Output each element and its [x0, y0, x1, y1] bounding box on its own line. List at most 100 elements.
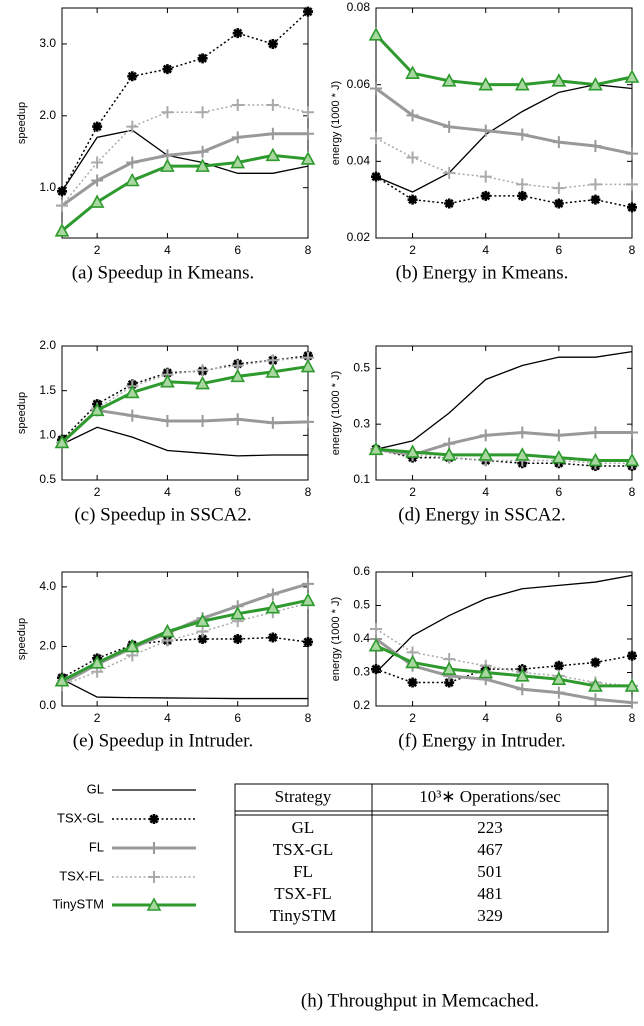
series-line — [375, 637, 633, 705]
marker — [231, 413, 244, 426]
y-axis-label: speedup — [16, 618, 28, 660]
x-tick-label: 2 — [409, 711, 416, 725]
series-line — [61, 132, 308, 207]
table-caption: (h) Throughput in Memcached. — [301, 990, 539, 1011]
marker — [624, 678, 640, 692]
marker — [195, 158, 210, 172]
marker — [589, 426, 602, 439]
marker — [265, 147, 281, 162]
marker — [160, 623, 175, 638]
marker — [514, 668, 530, 682]
marker — [91, 156, 104, 169]
y-axis-label: energy (1000 * J) — [330, 597, 342, 681]
series-line — [61, 11, 309, 192]
marker — [589, 140, 602, 152]
marker — [405, 444, 420, 458]
y-tick-label: 0.04 — [347, 154, 371, 168]
marker — [514, 76, 530, 91]
series-line — [375, 84, 633, 193]
y-tick-label: 3.0 — [39, 36, 56, 50]
marker — [300, 358, 316, 373]
x-tick-label: 6 — [556, 485, 563, 499]
marker — [516, 426, 529, 439]
marker — [371, 171, 381, 182]
marker — [368, 27, 384, 41]
y-tick-label: 1.5 — [39, 383, 56, 397]
y-tick-label: 0.5 — [39, 472, 56, 486]
marker — [197, 634, 208, 644]
caption: (b) Energy in Kmeans. — [396, 262, 569, 283]
series-line — [61, 153, 309, 232]
y-tick-label: 2.0 — [39, 108, 56, 122]
marker — [553, 660, 564, 671]
caption: (f) Energy in Intruder. — [398, 730, 565, 751]
marker — [92, 121, 103, 132]
marker — [195, 375, 210, 390]
marker — [551, 73, 567, 87]
marker — [127, 71, 138, 82]
y-tick-label: 0.5 — [353, 361, 370, 375]
marker — [626, 147, 638, 160]
marker — [160, 158, 175, 172]
y-tick-label: 0.3 — [353, 665, 370, 679]
marker — [516, 128, 529, 141]
x-tick-label: 4 — [482, 711, 489, 725]
caption: (a) Speedup in Kmeans. — [72, 262, 255, 283]
x-tick-label: 4 — [482, 485, 489, 499]
table-cell: 501 — [477, 862, 503, 881]
x-tick-label: 2 — [94, 485, 101, 499]
marker — [627, 650, 637, 661]
series-line — [374, 33, 633, 87]
marker — [370, 622, 382, 635]
marker — [479, 429, 492, 442]
marker — [196, 106, 209, 119]
marker — [406, 151, 419, 164]
series-line — [375, 137, 632, 189]
table-frame — [234, 783, 609, 933]
marker — [54, 434, 70, 449]
marker — [57, 186, 67, 197]
marker — [91, 174, 104, 187]
x-tick-label: 4 — [164, 711, 171, 725]
y-axis-label: energy (1000 * J) — [330, 81, 342, 165]
table-cell: GL — [292, 818, 315, 837]
caption: (c) Speedup in SSCA2. — [74, 504, 251, 525]
table-cell: TSX-GL — [273, 840, 333, 859]
marker — [588, 452, 603, 467]
caption: (d) Energy in SSCA2. — [398, 504, 565, 525]
y-tick-label: 0.02 — [347, 230, 371, 244]
y-tick-label: 2.0 — [39, 639, 56, 653]
marker — [588, 76, 603, 91]
plot-frame — [375, 345, 633, 481]
marker — [514, 447, 530, 461]
y-axis-label: speedup — [16, 102, 28, 144]
y-tick-label: 0.08 — [347, 0, 371, 14]
x-tick-label: 8 — [629, 243, 636, 257]
marker — [626, 178, 638, 191]
y-tick-label: 1.0 — [39, 428, 56, 442]
marker — [590, 194, 601, 205]
marker — [371, 664, 381, 675]
marker — [405, 654, 420, 669]
marker — [232, 28, 243, 39]
marker — [302, 577, 314, 590]
y-tick-label: 0.06 — [347, 77, 371, 91]
marker — [126, 156, 139, 169]
marker — [266, 416, 279, 429]
series-line — [375, 628, 633, 687]
marker — [441, 73, 457, 87]
x-tick-label: 8 — [305, 485, 312, 499]
marker — [56, 199, 68, 212]
marker — [196, 364, 209, 377]
marker — [517, 190, 528, 201]
x-tick-label: 4 — [164, 485, 171, 499]
marker — [368, 638, 384, 652]
legend-label: FL — [89, 839, 104, 854]
x-tick-label: 4 — [164, 243, 171, 257]
marker — [552, 136, 565, 149]
y-tick-label: 1.0 — [39, 180, 56, 194]
marker — [302, 127, 314, 140]
legend-marker — [148, 842, 160, 854]
marker — [124, 384, 140, 399]
